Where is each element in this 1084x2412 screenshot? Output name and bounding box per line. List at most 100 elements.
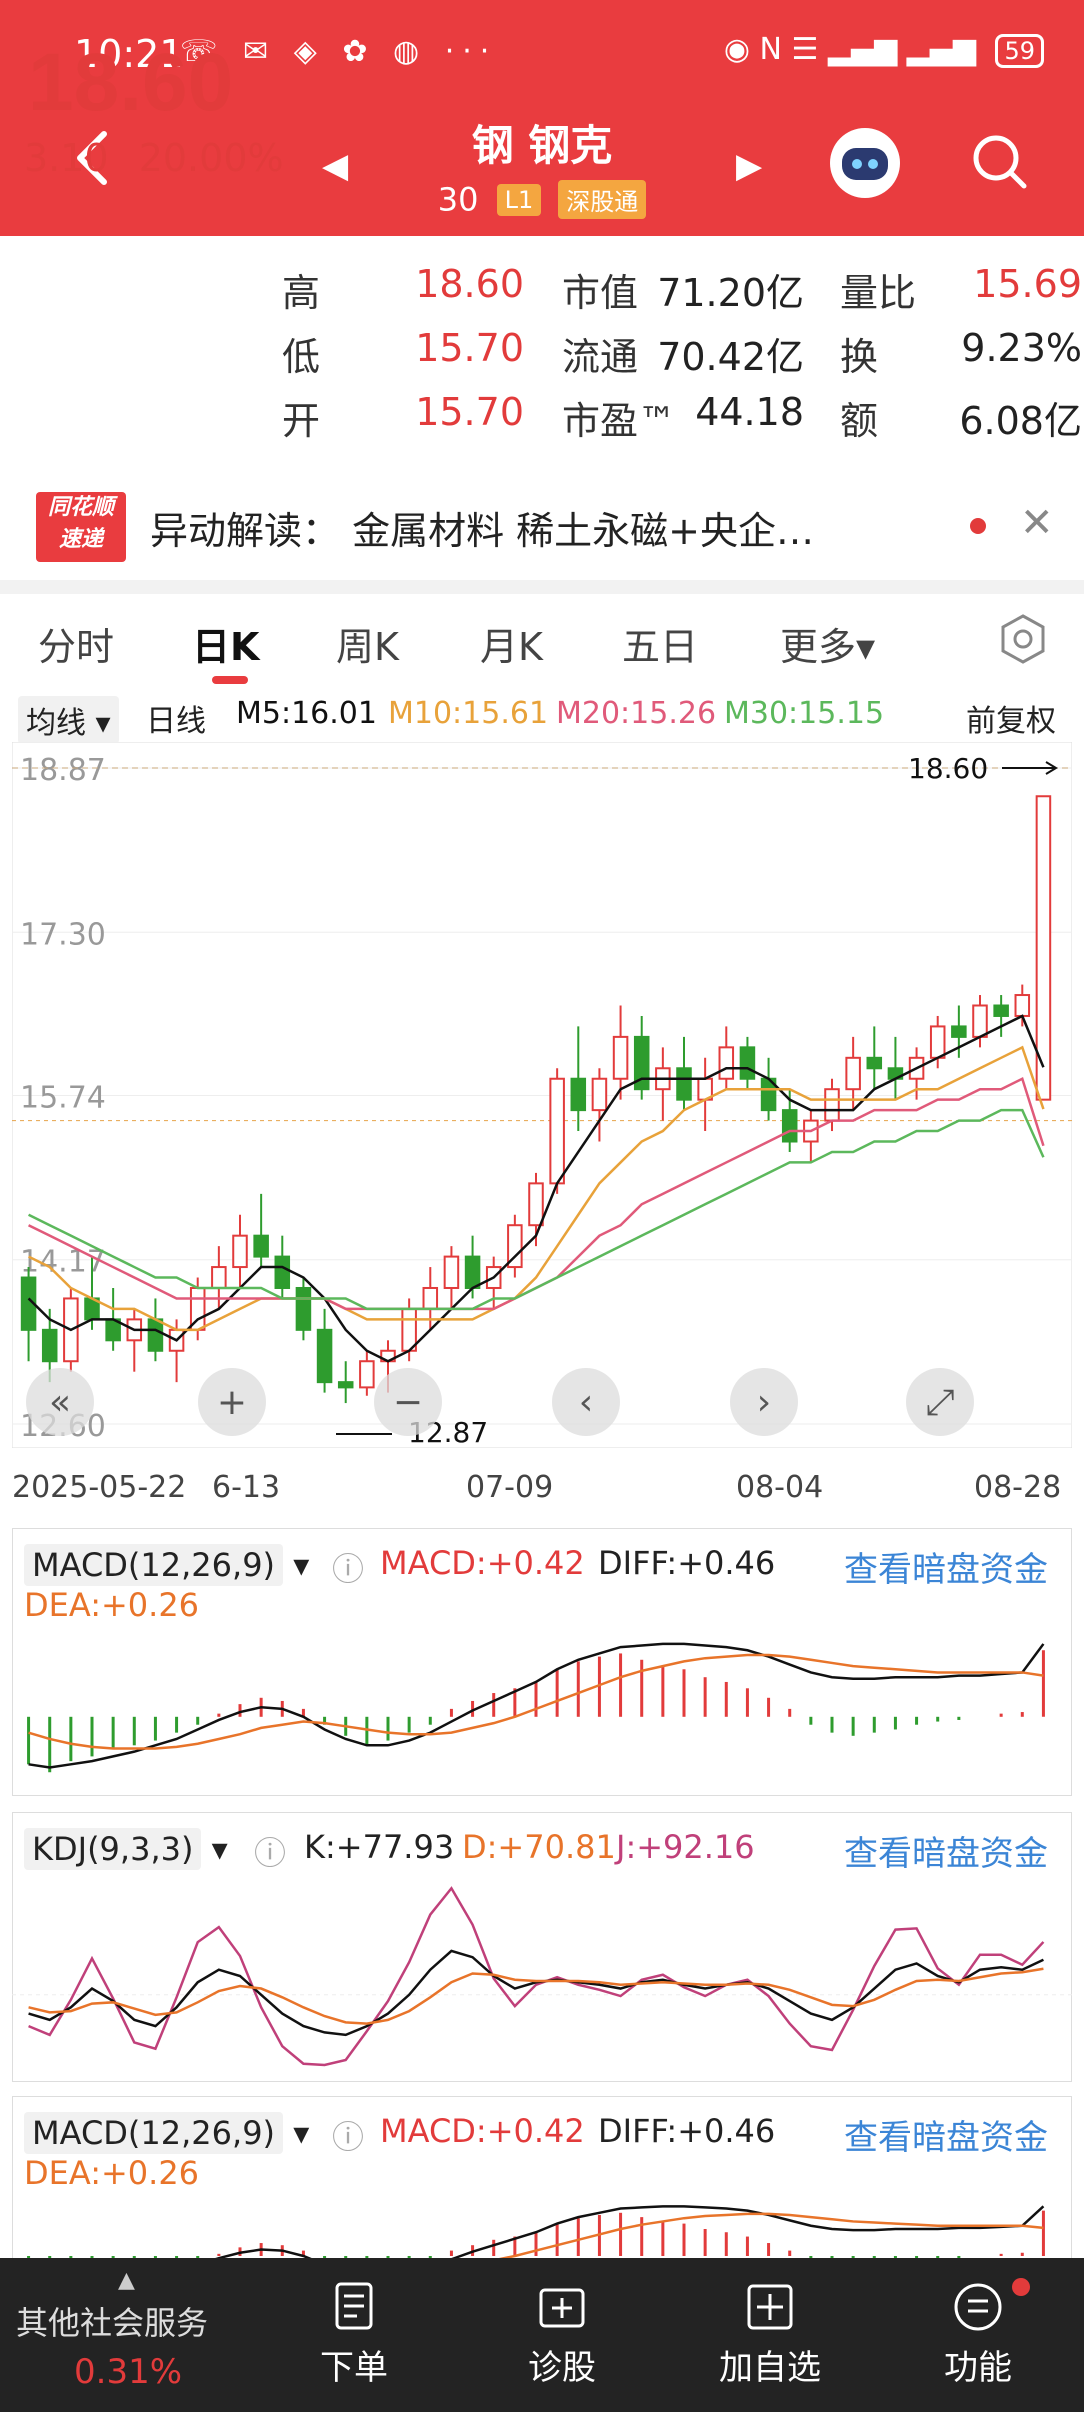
macd-chart (27, 1642, 1045, 1773)
date-tick-4: 08-04 (736, 1470, 824, 1505)
macd2-title[interactable]: MACD(12,26,9) ▾ (24, 2112, 309, 2154)
news-close-icon[interactable]: ✕ (1020, 500, 1054, 546)
active-tab-indicator (212, 676, 248, 684)
candle-body (781, 1109, 798, 1143)
chart-control-button (198, 1368, 266, 1436)
candle-body (824, 1088, 840, 1122)
candle-body (676, 1067, 692, 1101)
low-value: 15.70 (415, 326, 524, 370)
date-tick-3: 07-09 (466, 1470, 554, 1505)
macd2-value: MACD:+0.42 (380, 2112, 585, 2150)
candle-body (359, 1360, 375, 1389)
candle-body (1035, 795, 1052, 1101)
open-label: 开 (282, 399, 321, 443)
date-tick-5: 08-28 (974, 1470, 1062, 1505)
ma-period: 日线 (146, 704, 206, 739)
last-price-label: 18.60 (908, 752, 988, 785)
chart-control-button (552, 1368, 620, 1436)
ma10-line (28, 1045, 1045, 1332)
candle-body (295, 1286, 312, 1331)
order-button[interactable]: 下单 (284, 2262, 424, 2389)
order-label: 下单 (320, 2348, 388, 2388)
ma5-value: M5:16.01 (236, 696, 377, 731)
stock-name: 钢 钢克 (471, 121, 613, 170)
tab-daily-k[interactable]: 日K (192, 625, 260, 669)
ma30-line (28, 1108, 1045, 1311)
news-banner[interactable] (0, 466, 1084, 586)
dark-pool-link[interactable]: 查看暗盘资金 (844, 1834, 1048, 1874)
next-stock-icon[interactable]: ▶ (736, 146, 763, 186)
candle-body (41, 1328, 58, 1363)
ma-mode-label: 均线 ▾ (18, 696, 119, 744)
sector-name[interactable]: 其他社会服务 (16, 2304, 209, 2342)
tab-intraday[interactable]: 分时 (38, 625, 115, 669)
settings-hexagon-icon[interactable] (996, 612, 1050, 666)
adjust-mode[interactable]: 前复权 (966, 704, 1056, 739)
search-icon[interactable] (968, 130, 1030, 192)
tab-weekly-k[interactable]: 周K (336, 625, 399, 669)
help-icon[interactable]: ⓘ (254, 1834, 287, 1872)
chart-control-button (26, 1368, 94, 1436)
expand-up-icon[interactable]: ▲ (118, 2268, 135, 2293)
turnover-label: 换 (840, 335, 879, 379)
candle-body (993, 1004, 1009, 1017)
news-logo-line1: 同花顺 (47, 495, 114, 520)
macd2-title-label: MACD(12,26,9) (24, 2112, 284, 2154)
diff-line (28, 1642, 1045, 1769)
function-button[interactable]: 功能 (908, 2262, 1048, 2389)
ma10-value: M10:15.61 (388, 696, 549, 731)
open-value: 15.70 (415, 390, 524, 434)
candlestick-chart[interactable]: 18.8717.3015.7414.1712.6018.6012.87«+−‹›… (12, 742, 1072, 1448)
diff2-value: DIFF:+0.46 (598, 2112, 776, 2150)
add-watchlist-label: 加自选 (719, 2348, 821, 2388)
chart-control-glyph: « (49, 1382, 71, 1423)
dark-pool-link[interactable]: 查看暗盘资金 (844, 1550, 1048, 1590)
y-tick-label: 17.30 (20, 917, 106, 952)
kdj-k-line (28, 1949, 1044, 2037)
candle-body (507, 1224, 523, 1269)
help-icon[interactable]: ⓘ (332, 1550, 365, 1588)
candle-body (718, 1046, 735, 1080)
tab-monthly-k[interactable]: 月K (480, 625, 543, 669)
candle-body (253, 1234, 269, 1258)
add-watchlist-button[interactable]: 加自选 (700, 2262, 840, 2389)
robot-assistant-icon[interactable] (830, 128, 900, 198)
diagnose-button[interactable]: 诊股 (492, 2262, 632, 2389)
prev-stock-icon[interactable]: ◀ (322, 146, 349, 186)
candle-body (464, 1255, 481, 1289)
candle-body (549, 1077, 565, 1185)
tab-more[interactable]: 更多▾ (780, 625, 876, 669)
tab-five-day[interactable]: 五日 (622, 625, 699, 669)
news-text[interactable]: 异动解读： 金属材料 稀土永磁+央企… (150, 509, 814, 553)
chart-control-button (374, 1368, 442, 1436)
add-watchlist-icon (747, 2284, 793, 2330)
low-label: 低 (282, 335, 321, 379)
high-value: 18.60 (415, 262, 524, 306)
y-tick-label: 15.74 (20, 1080, 106, 1115)
macd-title[interactable]: MACD(12,26,9) ▾ (24, 1544, 309, 1586)
k-value: K:+77.93 (304, 1828, 455, 1866)
candle-body (274, 1255, 291, 1289)
kdj-chart (12, 1886, 1072, 2067)
chart-control-button (906, 1368, 974, 1436)
dea-value: DEA:+0.26 (24, 1586, 200, 1624)
ma20-value: M20:15.26 (556, 696, 717, 731)
help-icon[interactable]: ⓘ (332, 2118, 365, 2156)
candle-body (633, 1035, 650, 1091)
d-value: D:+70.81 (462, 1828, 616, 1866)
top-header (0, 0, 1084, 236)
candle-body (337, 1381, 354, 1389)
candle-body (845, 1056, 861, 1091)
price-change: 3.10 20.00% (24, 136, 284, 180)
diagnose-label: 诊股 (528, 2348, 596, 2388)
ma-mode-select[interactable]: 均线 ▾ (18, 696, 119, 744)
candle-body (951, 1025, 967, 1038)
kdj-title[interactable]: KDJ(9,3,3) ▾ (24, 1828, 228, 1870)
date-tick-2: 6-13 (212, 1470, 281, 1505)
divider (0, 580, 1084, 594)
float-label: 流通 (562, 335, 639, 379)
back-arrow-icon[interactable] (72, 128, 112, 188)
status-time: 10:21 (74, 32, 184, 76)
ma30-value: M30:15.15 (724, 696, 885, 731)
dark-pool-link[interactable]: 查看暗盘资金 (844, 2118, 1048, 2158)
